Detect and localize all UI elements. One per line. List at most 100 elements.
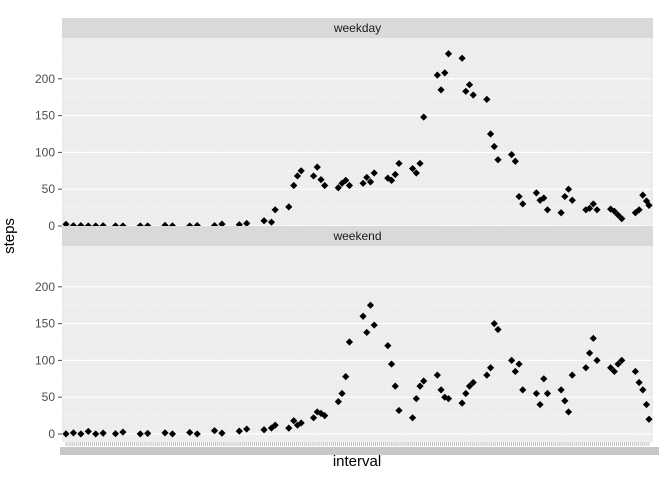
data-point xyxy=(420,377,428,385)
data-point xyxy=(458,54,466,62)
data-point xyxy=(168,430,177,438)
data-point xyxy=(631,367,639,376)
data-point xyxy=(536,400,544,409)
data-point xyxy=(297,419,305,427)
data-point xyxy=(519,386,527,394)
data-point xyxy=(416,159,424,168)
data-point xyxy=(408,414,417,422)
data-point xyxy=(564,408,573,416)
data-point xyxy=(645,201,653,209)
data-point xyxy=(334,184,342,192)
data-point xyxy=(293,421,302,429)
y-tick-label: 100 xyxy=(35,145,55,159)
data-point xyxy=(490,142,498,151)
data-point xyxy=(515,360,523,368)
data-point xyxy=(444,50,453,58)
data-point xyxy=(366,178,375,186)
data-point xyxy=(543,389,552,398)
data-point xyxy=(285,424,293,432)
data-point xyxy=(635,206,643,214)
data-point xyxy=(321,181,329,190)
data-point xyxy=(589,334,597,342)
data-point xyxy=(345,338,354,346)
data-point xyxy=(210,427,219,435)
data-point xyxy=(119,428,127,436)
facet-strip xyxy=(62,226,653,246)
data-point xyxy=(317,176,325,184)
data-point xyxy=(416,382,424,390)
y-tick-label: 100 xyxy=(35,353,55,367)
data-point xyxy=(338,179,346,187)
data-point xyxy=(437,86,445,94)
data-point xyxy=(370,169,378,177)
data-point xyxy=(363,328,371,337)
data-point xyxy=(618,356,626,364)
y-tick-label: 50 xyxy=(42,182,56,196)
data-point xyxy=(338,389,346,398)
data-point xyxy=(561,397,569,405)
data-point xyxy=(465,81,474,89)
data-point xyxy=(483,371,491,379)
data-point xyxy=(532,389,540,398)
data-point xyxy=(334,398,342,406)
y-tick-label: 200 xyxy=(35,72,55,86)
y-tick-label: 50 xyxy=(42,390,56,404)
data-point xyxy=(243,425,251,433)
data-point xyxy=(77,430,85,438)
data-point xyxy=(395,406,403,415)
data-point xyxy=(433,71,441,79)
facet-strip xyxy=(62,18,653,38)
data-point xyxy=(462,87,470,95)
data-point xyxy=(462,389,470,398)
data-point xyxy=(412,169,420,177)
y-tick-label: 200 xyxy=(35,280,55,294)
y-tick-label: 0 xyxy=(48,219,55,233)
data-point xyxy=(536,196,544,204)
data-point xyxy=(99,222,107,230)
data-point xyxy=(313,163,321,171)
data-point xyxy=(465,382,474,390)
data-point xyxy=(363,173,371,182)
data-point xyxy=(494,325,502,334)
data-point xyxy=(483,95,491,104)
data-point xyxy=(342,176,350,184)
data-point xyxy=(218,220,226,228)
x-axis-ticks xyxy=(60,442,659,455)
data-point xyxy=(345,181,354,190)
data-point xyxy=(593,356,601,364)
data-point xyxy=(486,130,495,138)
data-point xyxy=(243,219,251,228)
data-point xyxy=(540,194,548,202)
y-tick-label: 150 xyxy=(35,317,55,331)
data-point xyxy=(260,217,268,225)
data-point xyxy=(69,429,78,437)
data-point xyxy=(585,349,594,357)
data-point xyxy=(515,192,523,201)
data-point xyxy=(290,417,298,425)
data-point xyxy=(290,181,298,190)
data-point xyxy=(235,427,243,435)
x-tick-label-band xyxy=(60,447,659,455)
data-point xyxy=(395,159,403,168)
data-point xyxy=(568,196,576,204)
data-point xyxy=(218,429,226,437)
data-point xyxy=(285,203,293,211)
data-point xyxy=(614,211,622,219)
data-point xyxy=(92,430,100,438)
data-point xyxy=(610,207,618,215)
data-point xyxy=(564,185,573,193)
data-point xyxy=(607,364,615,372)
data-point xyxy=(313,408,321,416)
data-point xyxy=(557,209,565,217)
data-point xyxy=(408,164,417,173)
y-tick-label: 150 xyxy=(35,109,55,123)
data-point xyxy=(511,157,519,165)
data-point xyxy=(111,430,120,438)
data-point xyxy=(391,170,399,179)
data-point xyxy=(309,172,318,180)
y-axis-title: steps xyxy=(1,218,18,254)
data-point xyxy=(508,151,516,159)
data-point xyxy=(309,414,318,422)
data-point xyxy=(614,360,622,368)
data-point xyxy=(486,364,495,372)
